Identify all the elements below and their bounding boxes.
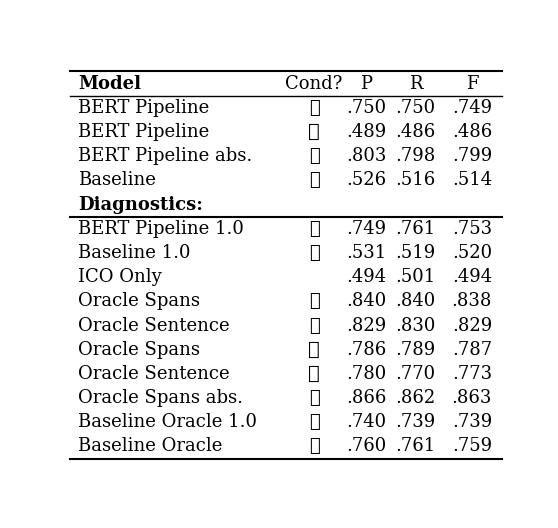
Text: .516: .516 [396, 172, 436, 190]
Text: BERT Pipeline: BERT Pipeline [78, 123, 210, 141]
Text: ✗: ✗ [308, 123, 320, 141]
Text: Baseline Oracle: Baseline Oracle [78, 438, 223, 456]
Text: .739: .739 [396, 413, 436, 431]
Text: Baseline 1.0: Baseline 1.0 [78, 244, 191, 262]
Text: .829: .829 [452, 316, 492, 335]
Text: .799: .799 [452, 147, 492, 165]
Text: Cond?: Cond? [285, 74, 343, 92]
Text: .803: .803 [346, 147, 386, 165]
Text: Oracle Spans: Oracle Spans [78, 341, 200, 359]
Text: .761: .761 [396, 438, 436, 456]
Text: ✓: ✓ [309, 147, 320, 165]
Text: Model: Model [78, 74, 141, 92]
Text: Oracle Spans: Oracle Spans [78, 293, 200, 310]
Text: .773: .773 [452, 365, 492, 383]
Text: Baseline: Baseline [78, 172, 156, 190]
Text: ✓: ✓ [309, 172, 320, 190]
Text: .787: .787 [452, 341, 492, 359]
Text: R: R [409, 74, 422, 92]
Text: .519: .519 [396, 244, 436, 262]
Text: .840: .840 [346, 293, 386, 310]
Text: .494: .494 [346, 268, 386, 286]
Text: .520: .520 [452, 244, 492, 262]
Text: ✓: ✓ [309, 220, 320, 238]
Text: BERT Pipeline 1.0: BERT Pipeline 1.0 [78, 220, 244, 238]
Text: .739: .739 [452, 413, 492, 431]
Text: .749: .749 [346, 220, 386, 238]
Text: .866: .866 [346, 389, 386, 407]
Text: ✓: ✓ [309, 244, 320, 262]
Text: BERT Pipeline abs.: BERT Pipeline abs. [78, 147, 253, 165]
Text: .494: .494 [452, 268, 492, 286]
Text: .786: .786 [346, 341, 386, 359]
Text: .770: .770 [396, 365, 436, 383]
Text: .780: .780 [346, 365, 386, 383]
Text: .863: .863 [452, 389, 492, 407]
Text: ✓: ✓ [309, 99, 320, 117]
Text: .789: .789 [396, 341, 436, 359]
Text: .760: .760 [346, 438, 386, 456]
Text: ✓: ✓ [309, 413, 320, 431]
Text: .830: .830 [396, 316, 436, 335]
Text: Diagnostics:: Diagnostics: [78, 195, 203, 213]
Text: .531: .531 [346, 244, 386, 262]
Text: ✓: ✓ [309, 293, 320, 310]
Text: .840: .840 [396, 293, 436, 310]
Text: .749: .749 [452, 99, 492, 117]
Text: F: F [466, 74, 478, 92]
Text: BERT Pipeline: BERT Pipeline [78, 99, 210, 117]
Text: .514: .514 [452, 172, 492, 190]
Text: .740: .740 [346, 413, 386, 431]
Text: Oracle Spans abs.: Oracle Spans abs. [78, 389, 243, 407]
Text: .501: .501 [396, 268, 436, 286]
Text: .526: .526 [346, 172, 386, 190]
Text: .759: .759 [452, 438, 492, 456]
Text: .761: .761 [396, 220, 436, 238]
Text: .829: .829 [346, 316, 386, 335]
Text: P: P [360, 74, 372, 92]
Text: .486: .486 [396, 123, 436, 141]
Text: Baseline Oracle 1.0: Baseline Oracle 1.0 [78, 413, 257, 431]
Text: .489: .489 [346, 123, 386, 141]
Text: ICO Only: ICO Only [78, 268, 162, 286]
Text: .750: .750 [346, 99, 386, 117]
Text: ✗: ✗ [308, 341, 320, 359]
Text: .486: .486 [452, 123, 492, 141]
Text: ✓: ✓ [309, 438, 320, 456]
Text: .750: .750 [396, 99, 436, 117]
Text: Oracle Sentence: Oracle Sentence [78, 316, 230, 335]
Text: ✗: ✗ [308, 365, 320, 383]
Text: .798: .798 [396, 147, 436, 165]
Text: ✓: ✓ [309, 389, 320, 407]
Text: ✓: ✓ [309, 316, 320, 335]
Text: .753: .753 [452, 220, 492, 238]
Text: .862: .862 [396, 389, 436, 407]
Text: .838: .838 [452, 293, 492, 310]
Text: Oracle Sentence: Oracle Sentence [78, 365, 230, 383]
